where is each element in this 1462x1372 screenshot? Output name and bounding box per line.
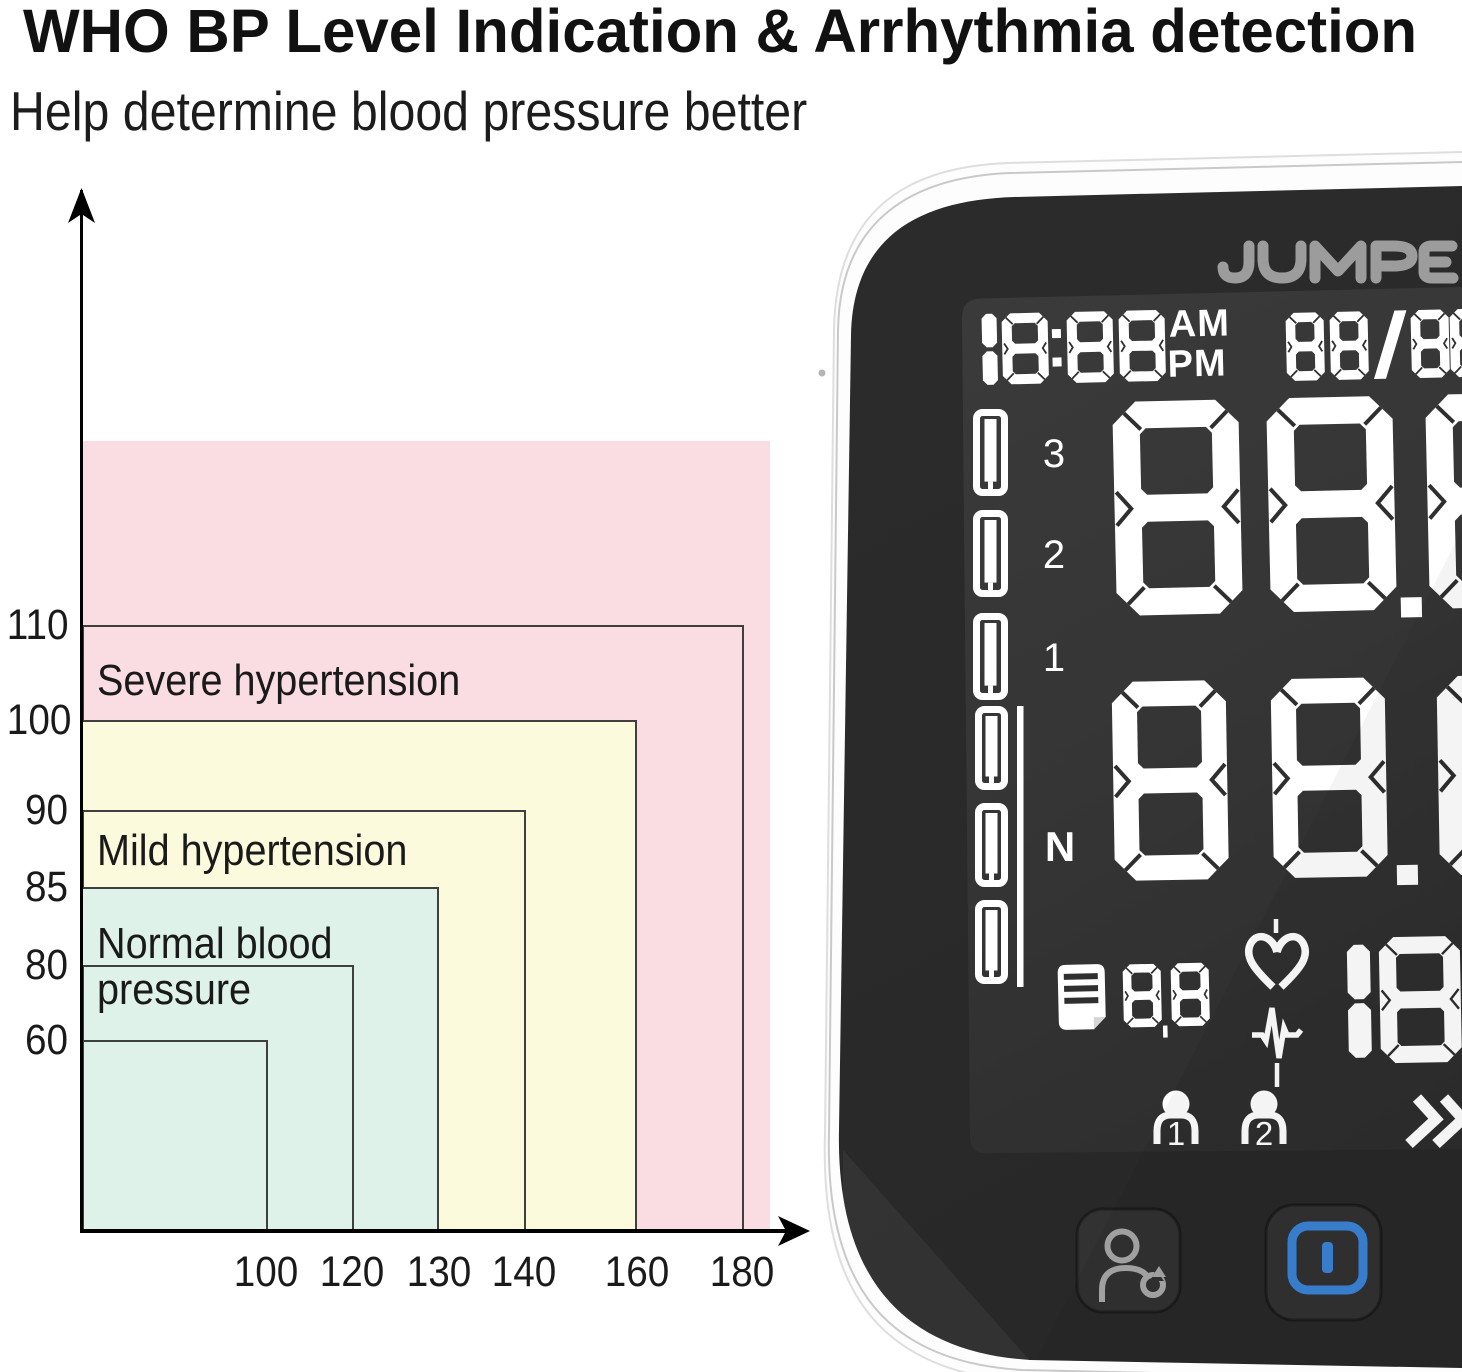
- svg-text:1: 1: [1167, 1115, 1185, 1152]
- svg-text:N: N: [1045, 823, 1075, 870]
- svg-text:2: 2: [1043, 533, 1065, 577]
- svg-text:AM: AM: [1168, 302, 1230, 345]
- svg-text:PM: PM: [1167, 342, 1227, 385]
- svg-text:3: 3: [1043, 432, 1065, 476]
- svg-text:1: 1: [1043, 636, 1065, 680]
- svg-text:2: 2: [1255, 1115, 1273, 1152]
